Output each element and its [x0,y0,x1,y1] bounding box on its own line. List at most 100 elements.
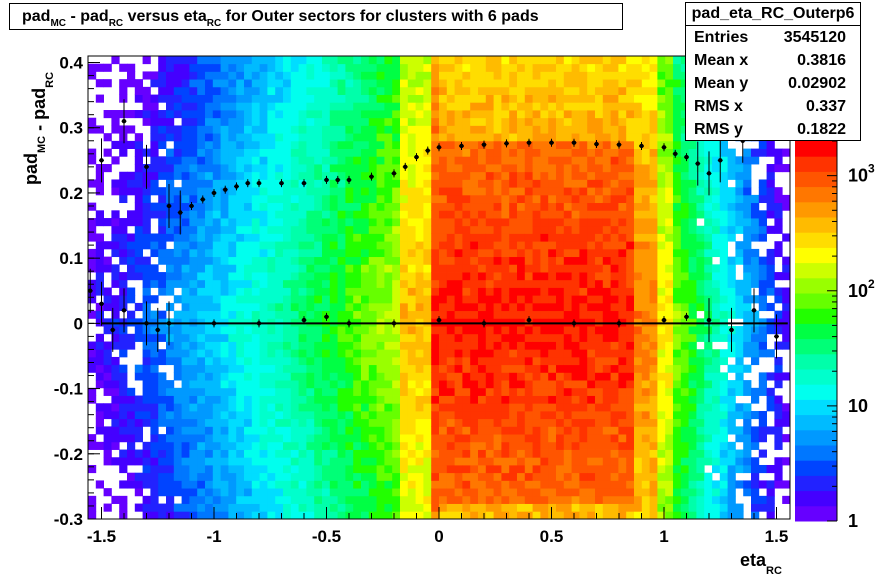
heatmap-cell [166,380,175,389]
heatmap-cell [673,133,682,142]
heatmap-cell [626,395,635,404]
heatmap-cell [197,202,206,211]
heatmap-cell [657,71,666,80]
heatmap-cell [532,94,541,103]
heatmap-cell [228,264,237,273]
heatmap-cell [454,256,463,265]
heatmap-cell [571,79,580,88]
heatmap-cell [626,86,635,95]
heatmap-cell [680,156,689,165]
heatmap-cell [95,418,104,427]
heatmap-cell [727,387,736,396]
heatmap-cell [556,410,565,420]
heatmap-cell [267,495,276,504]
heatmap-cell [423,94,432,103]
heatmap-cell [322,403,331,412]
heatmap-cell [688,241,697,250]
heatmap-cell [298,457,307,466]
heatmap-cell [446,395,455,404]
heatmap-cell [337,511,346,520]
heatmap-cell [743,410,752,420]
heatmap-cell [517,202,526,211]
heatmap-cell [649,310,658,319]
heatmap-cell [727,272,736,281]
heatmap-cell [127,256,136,265]
heatmap-cell [626,79,635,88]
heatmap-cell [127,341,136,350]
heatmap-cell [509,194,518,204]
heatmap-cell [376,264,385,273]
heatmap-cell [610,125,619,134]
heatmap-cell [267,210,276,219]
heatmap-cell [150,441,159,450]
heatmap-cell [267,488,276,497]
heatmap-cell [727,202,736,211]
heatmap-cell [665,148,674,157]
heatmap-cell [532,241,541,250]
heatmap-cell [673,441,682,450]
heatmap-cell [361,387,370,396]
heatmap-cell [587,333,596,342]
heatmap-cell [735,287,744,296]
heatmap-cell [228,341,237,350]
heatmap-cell [283,117,292,126]
heatmap-cell [197,364,206,373]
heatmap-cell [376,94,385,103]
heatmap-cell [509,395,518,404]
heatmap-cell [415,71,424,80]
heatmap-cell [610,302,619,312]
heatmap-cell [127,63,136,72]
heatmap-cell [423,349,432,358]
heatmap-cell [173,148,182,157]
heatmap-cell [712,210,721,219]
heatmap-cell [727,194,736,204]
heatmap-cell [244,264,253,273]
heatmap-cell [259,279,268,288]
heatmap-cell [634,434,643,443]
heatmap-cell [290,387,299,396]
heatmap-cell [298,356,307,366]
heatmap-cell [345,295,354,304]
heatmap-cell [400,171,409,180]
heatmap-cell [384,356,393,366]
heatmap-cell [610,86,619,95]
heatmap-cell [563,117,572,126]
heatmap-cell [337,102,346,111]
heatmap-cell [423,403,432,412]
heatmap-cell [407,326,416,335]
heatmap-cell [446,117,455,126]
heatmap-cell [766,349,775,358]
heatmap-cell [774,225,783,234]
heatmap-cell [353,464,362,474]
heatmap-cell [634,202,643,211]
heatmap-cell [610,364,619,373]
heatmap-cell [244,310,253,319]
heatmap-cell [166,341,175,350]
heatmap-cell [173,71,182,80]
heatmap-cell [727,403,736,412]
heatmap-cell [134,272,143,281]
heatmap-cell [712,148,721,157]
heatmap-cell [415,457,424,466]
heatmap-cell [423,279,432,288]
heatmap-cell [244,202,253,211]
heatmap-cell [446,326,455,335]
heatmap-cell [680,218,689,227]
heatmap-cell [306,140,315,149]
heatmap-cell [283,426,292,435]
heatmap-cell [95,279,104,288]
heatmap-cell [548,480,557,489]
heatmap-cell [400,148,409,157]
heatmap-cell [306,71,315,80]
heatmap-cell [228,364,237,373]
heatmap-cell [392,356,401,366]
heatmap-cell [462,295,471,304]
heatmap-cell [142,256,151,265]
heatmap-cell [478,387,487,396]
heatmap-cell [657,372,666,381]
heatmap-cell [361,56,370,65]
heatmap-cell [134,133,143,142]
heatmap-cell [454,202,463,211]
heatmap-cell [259,117,268,126]
heatmap-cell [454,94,463,103]
